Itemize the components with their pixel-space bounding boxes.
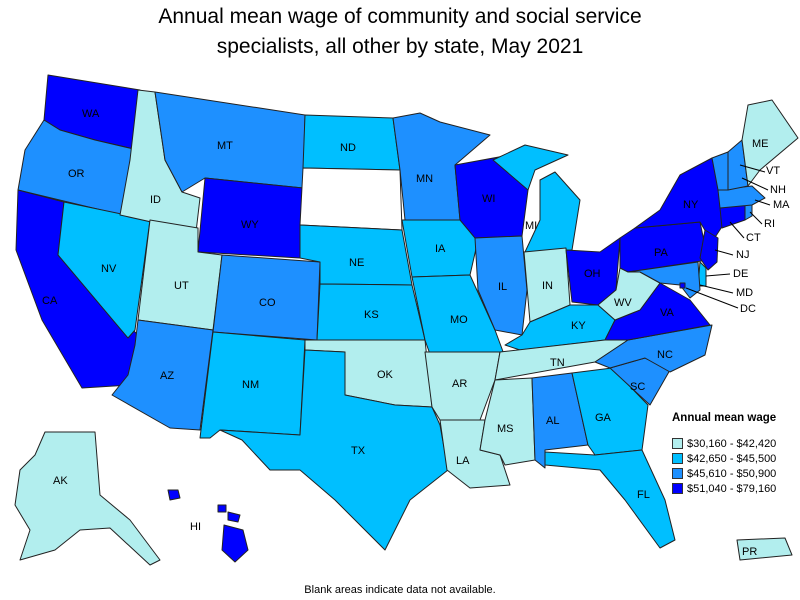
- legend-swatch-2: [672, 453, 683, 464]
- label-NV: NV: [101, 263, 117, 275]
- label-GA: GA: [595, 412, 612, 424]
- label-MS: MS: [497, 423, 514, 435]
- legend-swatch-1: [672, 438, 683, 449]
- title-line-2: specialists, all other by state, May 202…: [216, 35, 584, 58]
- legend-item-1: $30,160 - $42,420: [672, 436, 798, 451]
- label-MD: MD: [736, 287, 753, 299]
- state-NJ[interactable]: [699, 229, 719, 271]
- label-NM: NM: [242, 379, 259, 391]
- legend-swatch-3: [672, 468, 683, 479]
- label-IL: IL: [498, 281, 507, 293]
- label-WA: WA: [82, 108, 100, 120]
- legend-item-3: $45,610 - $50,900: [672, 466, 798, 481]
- label-OK: OK: [377, 369, 394, 381]
- label-IA: IA: [435, 243, 446, 255]
- label-AK: AK: [53, 475, 68, 487]
- label-CO: CO: [259, 297, 276, 309]
- state-SD[interactable]: [299, 167, 403, 231]
- state-labels: WA OR CA NV ID MT WY UT AZ CO NM ND NE K…: [42, 108, 790, 558]
- label-CA: CA: [42, 295, 58, 307]
- legend-item-2: $42,650 - $45,500: [672, 451, 798, 466]
- label-AL: AL: [546, 415, 559, 427]
- label-MT: MT: [217, 140, 233, 152]
- legend-label-2: $42,650 - $45,500: [687, 452, 777, 465]
- label-WY: WY: [241, 219, 259, 231]
- legend-label-1: $30,160 - $42,420: [687, 437, 777, 450]
- label-RI: RI: [764, 218, 775, 230]
- label-NE: NE: [349, 257, 364, 269]
- state-AK[interactable]: [14, 431, 161, 566]
- legend-label-3: $45,610 - $50,900: [687, 467, 777, 480]
- label-KS: KS: [364, 309, 379, 321]
- label-ND: ND: [340, 142, 356, 154]
- label-PA: PA: [654, 247, 669, 259]
- label-DC: DC: [740, 303, 756, 315]
- label-WI: WI: [482, 193, 495, 205]
- label-CT: CT: [746, 232, 761, 244]
- state-ME[interactable]: [741, 99, 799, 187]
- label-TN: TN: [550, 357, 565, 369]
- label-AR: AR: [452, 378, 467, 390]
- label-MI: MI: [525, 220, 537, 232]
- label-TX: TX: [351, 445, 366, 457]
- state-FL[interactable]: [544, 449, 676, 549]
- state-TX[interactable]: [219, 349, 449, 551]
- label-WV: WV: [614, 297, 632, 309]
- label-NJ: NJ: [736, 249, 749, 261]
- label-MN: MN: [416, 173, 433, 185]
- legend: Annual mean wage $30,160 - $42,420 $42,6…: [672, 412, 798, 496]
- title-line-1: Annual mean wage of community and social…: [158, 5, 642, 28]
- legend-label-4: $51,040 - $79,160: [687, 482, 777, 495]
- label-SC: SC: [630, 381, 645, 393]
- label-FL: FL: [637, 489, 650, 501]
- label-UT: UT: [174, 280, 189, 292]
- state-HI[interactable]: [167, 489, 249, 563]
- label-LA: LA: [456, 455, 470, 467]
- state-MD[interactable]: [627, 261, 701, 299]
- label-NH: NH: [770, 184, 786, 196]
- label-IN: IN: [542, 280, 553, 292]
- label-VT: VT: [766, 165, 780, 177]
- legend-title: Annual mean wage: [672, 412, 777, 424]
- label-NC: NC: [657, 349, 673, 361]
- label-ID: ID: [150, 194, 161, 206]
- state-WY[interactable]: [197, 177, 304, 259]
- label-OR: OR: [68, 168, 85, 180]
- label-VA: VA: [660, 307, 675, 319]
- label-leader-lines: [685, 164, 771, 309]
- map-title: Annual mean wage of community and social…: [0, 2, 800, 62]
- label-HI: HI: [190, 521, 201, 533]
- legend-item-4: $51,040 - $79,160: [672, 481, 798, 496]
- label-OH: OH: [584, 268, 601, 280]
- state-PR[interactable]: [736, 537, 793, 561]
- label-KY: KY: [571, 320, 586, 332]
- state-DC[interactable]: [679, 282, 686, 289]
- label-MO: MO: [450, 314, 468, 326]
- label-PR: PR: [742, 546, 757, 558]
- state-IA[interactable]: [401, 219, 479, 278]
- footnote: Blank areas indicate data not available.: [304, 584, 496, 596]
- label-NY: NY: [683, 199, 699, 211]
- label-MA: MA: [773, 199, 790, 211]
- label-ME: ME: [752, 138, 769, 150]
- label-AZ: AZ: [160, 370, 174, 382]
- label-DE: DE: [733, 268, 748, 280]
- legend-swatch-4: [672, 483, 683, 494]
